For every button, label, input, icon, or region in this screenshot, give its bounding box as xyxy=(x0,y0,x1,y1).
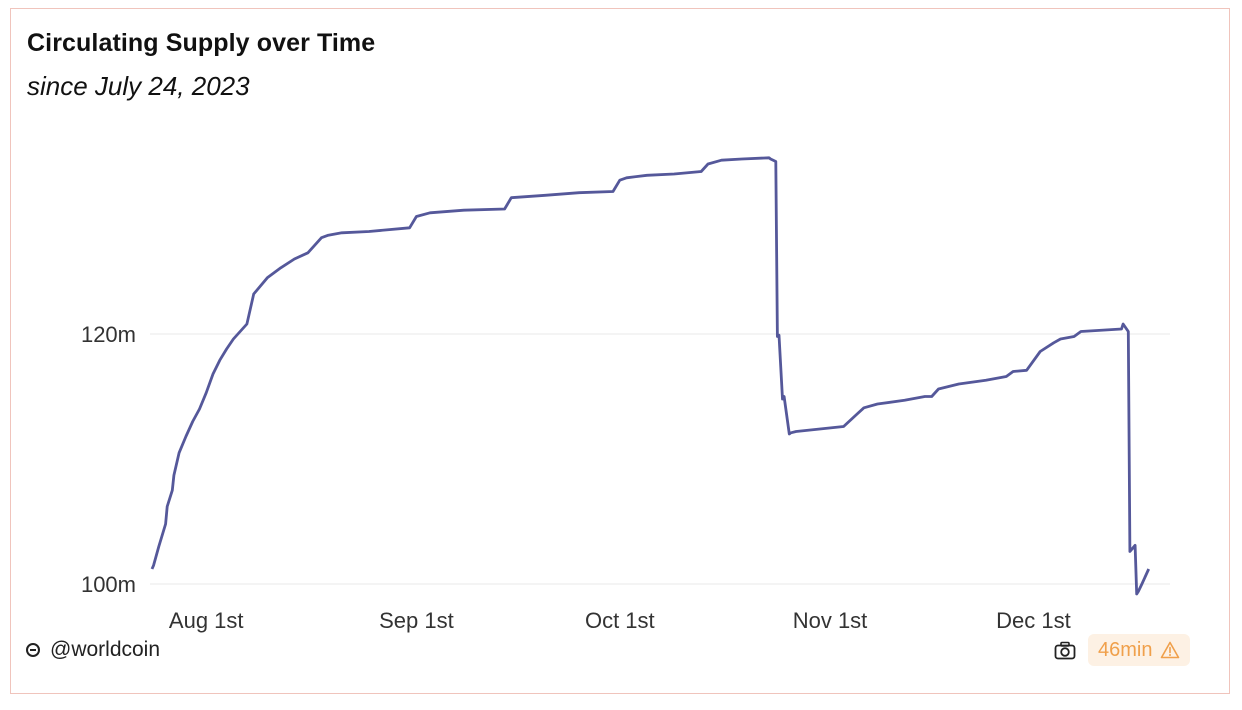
warning-icon xyxy=(1161,641,1180,659)
handle-label: @worldcoin xyxy=(50,638,161,661)
worldcoin-logo-icon xyxy=(26,643,40,657)
x-tick-label: Dec 1st xyxy=(996,608,1071,633)
chart-card: Circulating Supply over Time since July … xyxy=(10,8,1230,694)
freshness-label: 46min xyxy=(1098,638,1153,661)
attribution: @worldcoin xyxy=(26,638,160,662)
chart-subtitle: since July 24, 2023 xyxy=(27,71,250,101)
x-tick-label: Aug 1st xyxy=(169,608,244,633)
y-tick-label: 120m xyxy=(81,322,136,347)
supply-series-line xyxy=(150,156,1150,596)
x-tick-label: Nov 1st xyxy=(793,608,868,633)
camera-icon[interactable] xyxy=(1054,641,1076,661)
freshness-badge[interactable]: 46min xyxy=(1088,634,1191,666)
x-tick-label: Sep 1st xyxy=(379,608,454,633)
y-tick-label: 100m xyxy=(81,572,136,597)
chart-title: Circulating Supply over Time xyxy=(27,29,376,57)
x-tick-label: Oct 1st xyxy=(585,608,655,633)
